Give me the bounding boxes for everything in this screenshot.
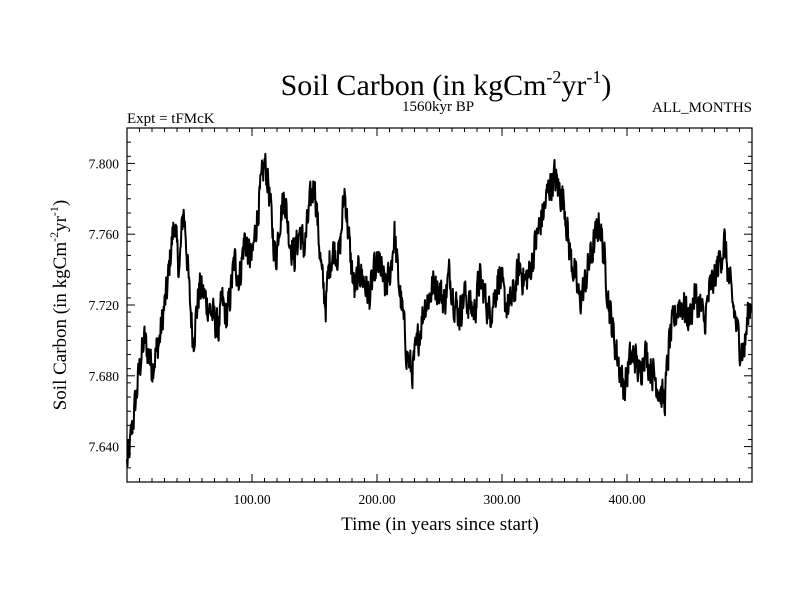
y-tick-label: 7.800 — [89, 156, 120, 171]
x-axis-label: Time (in years since start) — [341, 514, 539, 535]
y-tick-label: 7.680 — [89, 369, 120, 384]
y-tick-label: 7.640 — [89, 440, 120, 455]
months-label: ALL_MONTHS — [652, 100, 752, 116]
time-period-label: 1560kyr BP — [402, 99, 474, 115]
x-tick-label: 400.00 — [608, 492, 645, 507]
plot-area: 100.00 200.00 300.00 400.00 7.640 7.680 7.720 7… — [89, 127, 753, 507]
x-tick-label: 100.00 — [233, 492, 270, 507]
y-tick-label: 7.760 — [89, 227, 120, 242]
series-line-soil-carbon — [126, 152, 753, 468]
chart-title: Soil Carbon (in kgCm-2yr-1) — [281, 67, 612, 102]
axis-ticks — [127, 128, 752, 482]
y-tick-label: 7.720 — [89, 298, 120, 313]
axis-tick-labels: 100.00 200.00 300.00 400.00 7.640 7.680 7.720 7… — [89, 156, 646, 507]
y-axis-label: Soil Carbon (in kgCm-2yr-1) — [47, 200, 71, 411]
x-tick-label: 300.00 — [483, 492, 520, 507]
x-tick-label: 200.00 — [358, 492, 395, 507]
experiment-label: Expt = tFMcK — [127, 111, 215, 127]
